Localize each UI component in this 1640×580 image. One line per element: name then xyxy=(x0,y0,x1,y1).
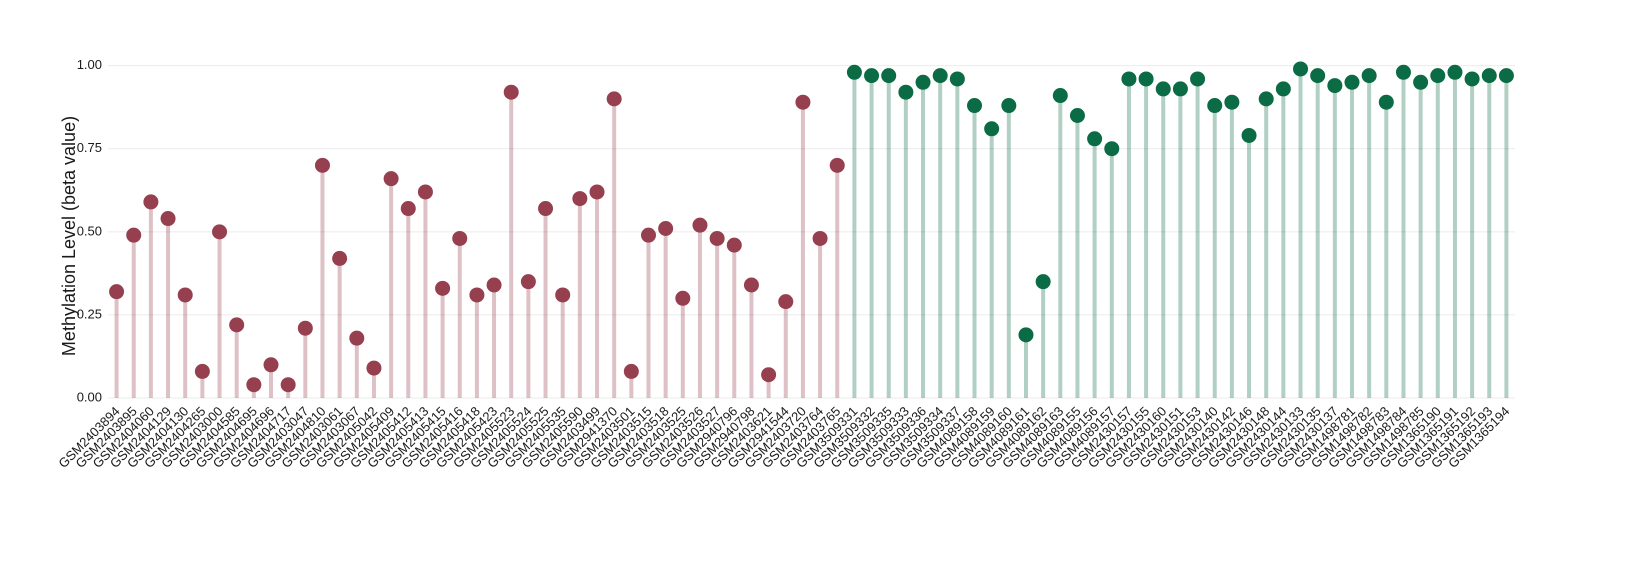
dot xyxy=(1481,68,1497,84)
dot xyxy=(332,250,348,266)
dot xyxy=(1052,88,1068,104)
dot xyxy=(1104,141,1120,157)
dot xyxy=(246,377,262,393)
dot xyxy=(1155,81,1171,97)
y-tick-label: 0.75 xyxy=(77,140,102,155)
dot xyxy=(572,191,588,207)
dot xyxy=(1413,74,1429,90)
dot xyxy=(589,184,605,200)
dot xyxy=(949,71,965,87)
y-tick-label: 0.50 xyxy=(77,223,102,238)
dot xyxy=(503,84,519,100)
dot xyxy=(967,98,983,114)
dot xyxy=(1395,64,1411,80)
dot xyxy=(778,294,794,310)
y-axis-title: Methylation Level (beta value) xyxy=(59,116,79,356)
dot xyxy=(1190,71,1206,87)
dot xyxy=(1310,68,1326,84)
dot xyxy=(109,284,125,300)
dot xyxy=(743,277,759,293)
dot xyxy=(623,363,639,379)
dot xyxy=(1430,68,1446,84)
dot xyxy=(881,68,897,84)
dot xyxy=(452,230,468,246)
dot xyxy=(1361,68,1377,84)
dot xyxy=(212,224,228,240)
dot xyxy=(435,280,451,296)
dot xyxy=(263,357,279,373)
dot xyxy=(400,201,416,217)
dot xyxy=(984,121,1000,137)
dot xyxy=(606,91,622,107)
dot xyxy=(692,217,708,233)
dot xyxy=(1241,127,1257,143)
dot xyxy=(761,367,777,383)
dot xyxy=(864,68,880,84)
dot xyxy=(1138,71,1154,87)
dot xyxy=(486,277,502,293)
dot xyxy=(349,330,365,346)
dot xyxy=(555,287,571,303)
dot xyxy=(1172,81,1188,97)
dot xyxy=(314,157,330,173)
dot xyxy=(1207,98,1223,114)
dot xyxy=(1275,81,1291,97)
dot xyxy=(1258,91,1274,107)
dot xyxy=(520,274,536,290)
dot xyxy=(469,287,485,303)
dot xyxy=(675,290,691,306)
dot xyxy=(194,363,210,379)
dot xyxy=(177,287,193,303)
dot xyxy=(640,227,656,243)
dot xyxy=(1018,327,1034,343)
dot xyxy=(383,171,399,187)
dot xyxy=(1344,74,1360,90)
dot xyxy=(297,320,313,336)
dot xyxy=(1121,71,1137,87)
dot xyxy=(417,184,433,200)
dot xyxy=(1069,108,1085,123)
dot xyxy=(143,194,159,210)
y-tick-label: 0.25 xyxy=(77,306,102,321)
dot xyxy=(160,211,176,227)
dot xyxy=(1293,61,1309,77)
dot xyxy=(1035,274,1051,290)
dot xyxy=(126,227,142,243)
dot xyxy=(829,157,845,173)
dot xyxy=(1447,64,1463,80)
y-tick-label: 0.00 xyxy=(77,389,102,404)
dot xyxy=(280,377,296,393)
dot xyxy=(709,230,725,246)
dot xyxy=(229,317,245,333)
dot xyxy=(1224,94,1240,110)
dot xyxy=(932,68,948,84)
y-tick-label: 1.00 xyxy=(77,57,102,72)
dot xyxy=(795,94,811,110)
dot xyxy=(1464,71,1480,87)
dot xyxy=(846,64,862,80)
dot xyxy=(1327,78,1343,94)
dot xyxy=(1498,68,1514,84)
dot xyxy=(1378,94,1394,110)
dot xyxy=(726,237,742,253)
dot xyxy=(915,74,931,90)
dot xyxy=(1001,98,1017,114)
dot xyxy=(812,230,828,246)
dot xyxy=(898,84,914,100)
dot xyxy=(1087,131,1103,147)
dot xyxy=(538,201,554,217)
dot xyxy=(366,360,382,376)
dot xyxy=(658,221,674,236)
